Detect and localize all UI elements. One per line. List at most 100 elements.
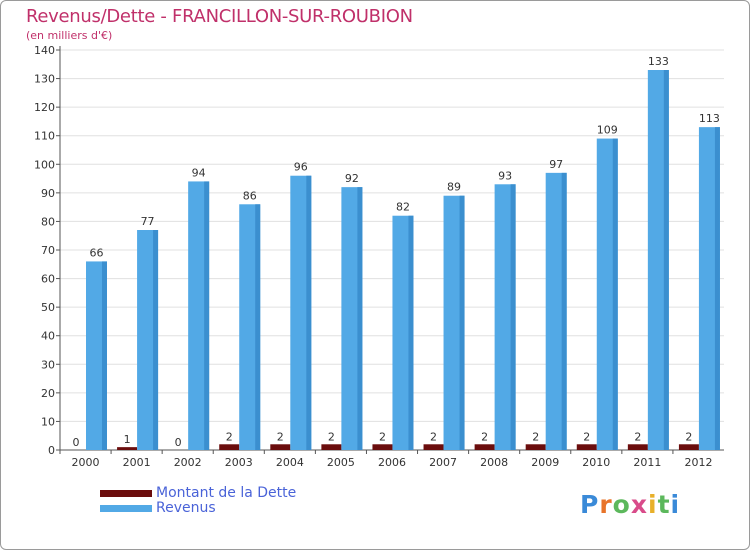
data-label-revenue: 82 [396, 201, 410, 214]
bar-revenue [647, 70, 669, 450]
data-label-debt: 2 [532, 430, 539, 443]
data-label-revenue: 93 [498, 169, 512, 182]
logo-letter: t [657, 490, 671, 519]
data-label-debt: 2 [277, 430, 284, 443]
y-tick-label: 60 [41, 273, 55, 286]
legend-item-revenue: Revenus [100, 501, 296, 516]
y-tick-label: 10 [41, 415, 55, 428]
legend-swatch-debt [100, 490, 152, 497]
y-tick-label: 0 [48, 444, 55, 457]
data-label-revenue: 97 [549, 158, 563, 171]
bar-debt [627, 444, 648, 450]
x-tick-label: 2001 [123, 456, 151, 469]
bar-revenue [239, 204, 261, 450]
data-label-debt: 0 [175, 436, 182, 449]
bar-revenue-shade [408, 215, 414, 450]
y-tick-label: 110 [34, 130, 55, 143]
bar-revenue [290, 175, 312, 450]
x-tick-label: 2011 [633, 456, 661, 469]
data-label-debt: 2 [328, 430, 335, 443]
bar-revenue-shade [102, 261, 107, 450]
bar-revenue-shade [714, 127, 720, 451]
bar-revenue-shade [663, 70, 669, 450]
bar-revenue-shade [357, 187, 363, 450]
bar-revenue-shade [255, 204, 261, 450]
data-labels: 0 66 1 77 0 94 2 86 2 96 2 92 2 82 2 89 2 93 2 97 2 109 2 133 2 1… [73, 55, 720, 449]
data-label-revenue: 66 [90, 246, 104, 259]
data-label-revenue: 96 [294, 161, 308, 174]
data-label-revenue: 89 [447, 181, 461, 194]
data-label-debt: 2 [583, 430, 590, 443]
bar-revenue [86, 261, 107, 450]
x-tick-label: 2010 [582, 456, 610, 469]
x-tick-label: 2000 [72, 456, 100, 469]
bar-revenue [443, 195, 465, 450]
logo-letter: i [670, 490, 681, 519]
legend-label-debt: Montant de la Dette [156, 485, 297, 501]
data-label-debt: 2 [634, 430, 641, 443]
x-tick-label: 2004 [276, 456, 304, 469]
bar-debt [678, 444, 699, 450]
bar-debt [474, 444, 495, 450]
bar-revenue [341, 187, 363, 450]
y-tick-label: 80 [41, 215, 55, 228]
data-label-revenue: 133 [648, 55, 669, 68]
x-tick-label: 2012 [684, 456, 712, 469]
data-label-debt: 1 [124, 433, 131, 446]
chart-title: Revenus/Dette - FRANCILLON-SUR-ROUBION [26, 6, 413, 27]
bar-revenue-shade [306, 175, 312, 450]
y-tick-label: 100 [34, 158, 55, 171]
data-label-revenue: 109 [597, 124, 618, 137]
bar-revenue [596, 138, 618, 451]
bar-revenue-shade [510, 184, 516, 451]
legend-item-debt: Montant de la Dette [100, 486, 296, 501]
bar-debt [576, 444, 597, 450]
x-tick-label: 2007 [429, 456, 457, 469]
bar-revenue-shade [153, 230, 159, 450]
y-tick-label: 20 [41, 387, 55, 400]
y-tick-label: 50 [41, 301, 55, 314]
x-tick-label: 2008 [480, 456, 508, 469]
logo-letter: o [612, 490, 631, 519]
bar-revenue-shade [561, 172, 567, 450]
bar-debt [525, 444, 546, 450]
bar-debt [270, 444, 291, 450]
bars [86, 70, 720, 451]
bar-debt [372, 444, 393, 450]
x-tick-label: 2003 [225, 456, 253, 469]
data-label-debt: 2 [226, 430, 233, 443]
logo-letter: r [599, 490, 613, 519]
bar-revenue [698, 127, 720, 451]
x-tick-label: 2006 [378, 456, 406, 469]
bar-revenue [545, 172, 567, 450]
logo-letter: i [648, 490, 658, 519]
y-tick-label: 40 [41, 330, 55, 343]
logo-letter: P [580, 490, 600, 519]
bar-revenue-shade [612, 138, 618, 451]
x-tick-label: 2009 [531, 456, 559, 469]
data-label-debt: 2 [481, 430, 488, 443]
data-label-revenue: 94 [192, 166, 206, 179]
chart-subtitle: (en milliers d'€) [26, 29, 113, 42]
bar-revenue [188, 181, 210, 450]
legend: Montant de la Dette Revenus [100, 486, 296, 516]
y-tick-label: 90 [41, 187, 55, 200]
legend-swatch-revenue [100, 505, 152, 512]
bar-debt [321, 444, 342, 450]
bar-debt [117, 447, 138, 450]
proxiti-logo: Proxiti [580, 490, 680, 519]
x-tick-label: 2005 [327, 456, 355, 469]
data-label-debt: 0 [73, 436, 80, 449]
bar-revenue [137, 230, 159, 450]
y-tick-label: 140 [34, 44, 55, 57]
bar-revenue-shade [204, 181, 210, 450]
bar-revenue [392, 215, 414, 450]
data-label-revenue: 86 [243, 189, 257, 202]
data-label-revenue: 113 [699, 112, 720, 125]
data-label-revenue: 92 [345, 172, 359, 185]
x-tick-label: 2002 [174, 456, 202, 469]
y-tick-label: 120 [34, 101, 55, 114]
logo-letter: x [630, 490, 648, 519]
